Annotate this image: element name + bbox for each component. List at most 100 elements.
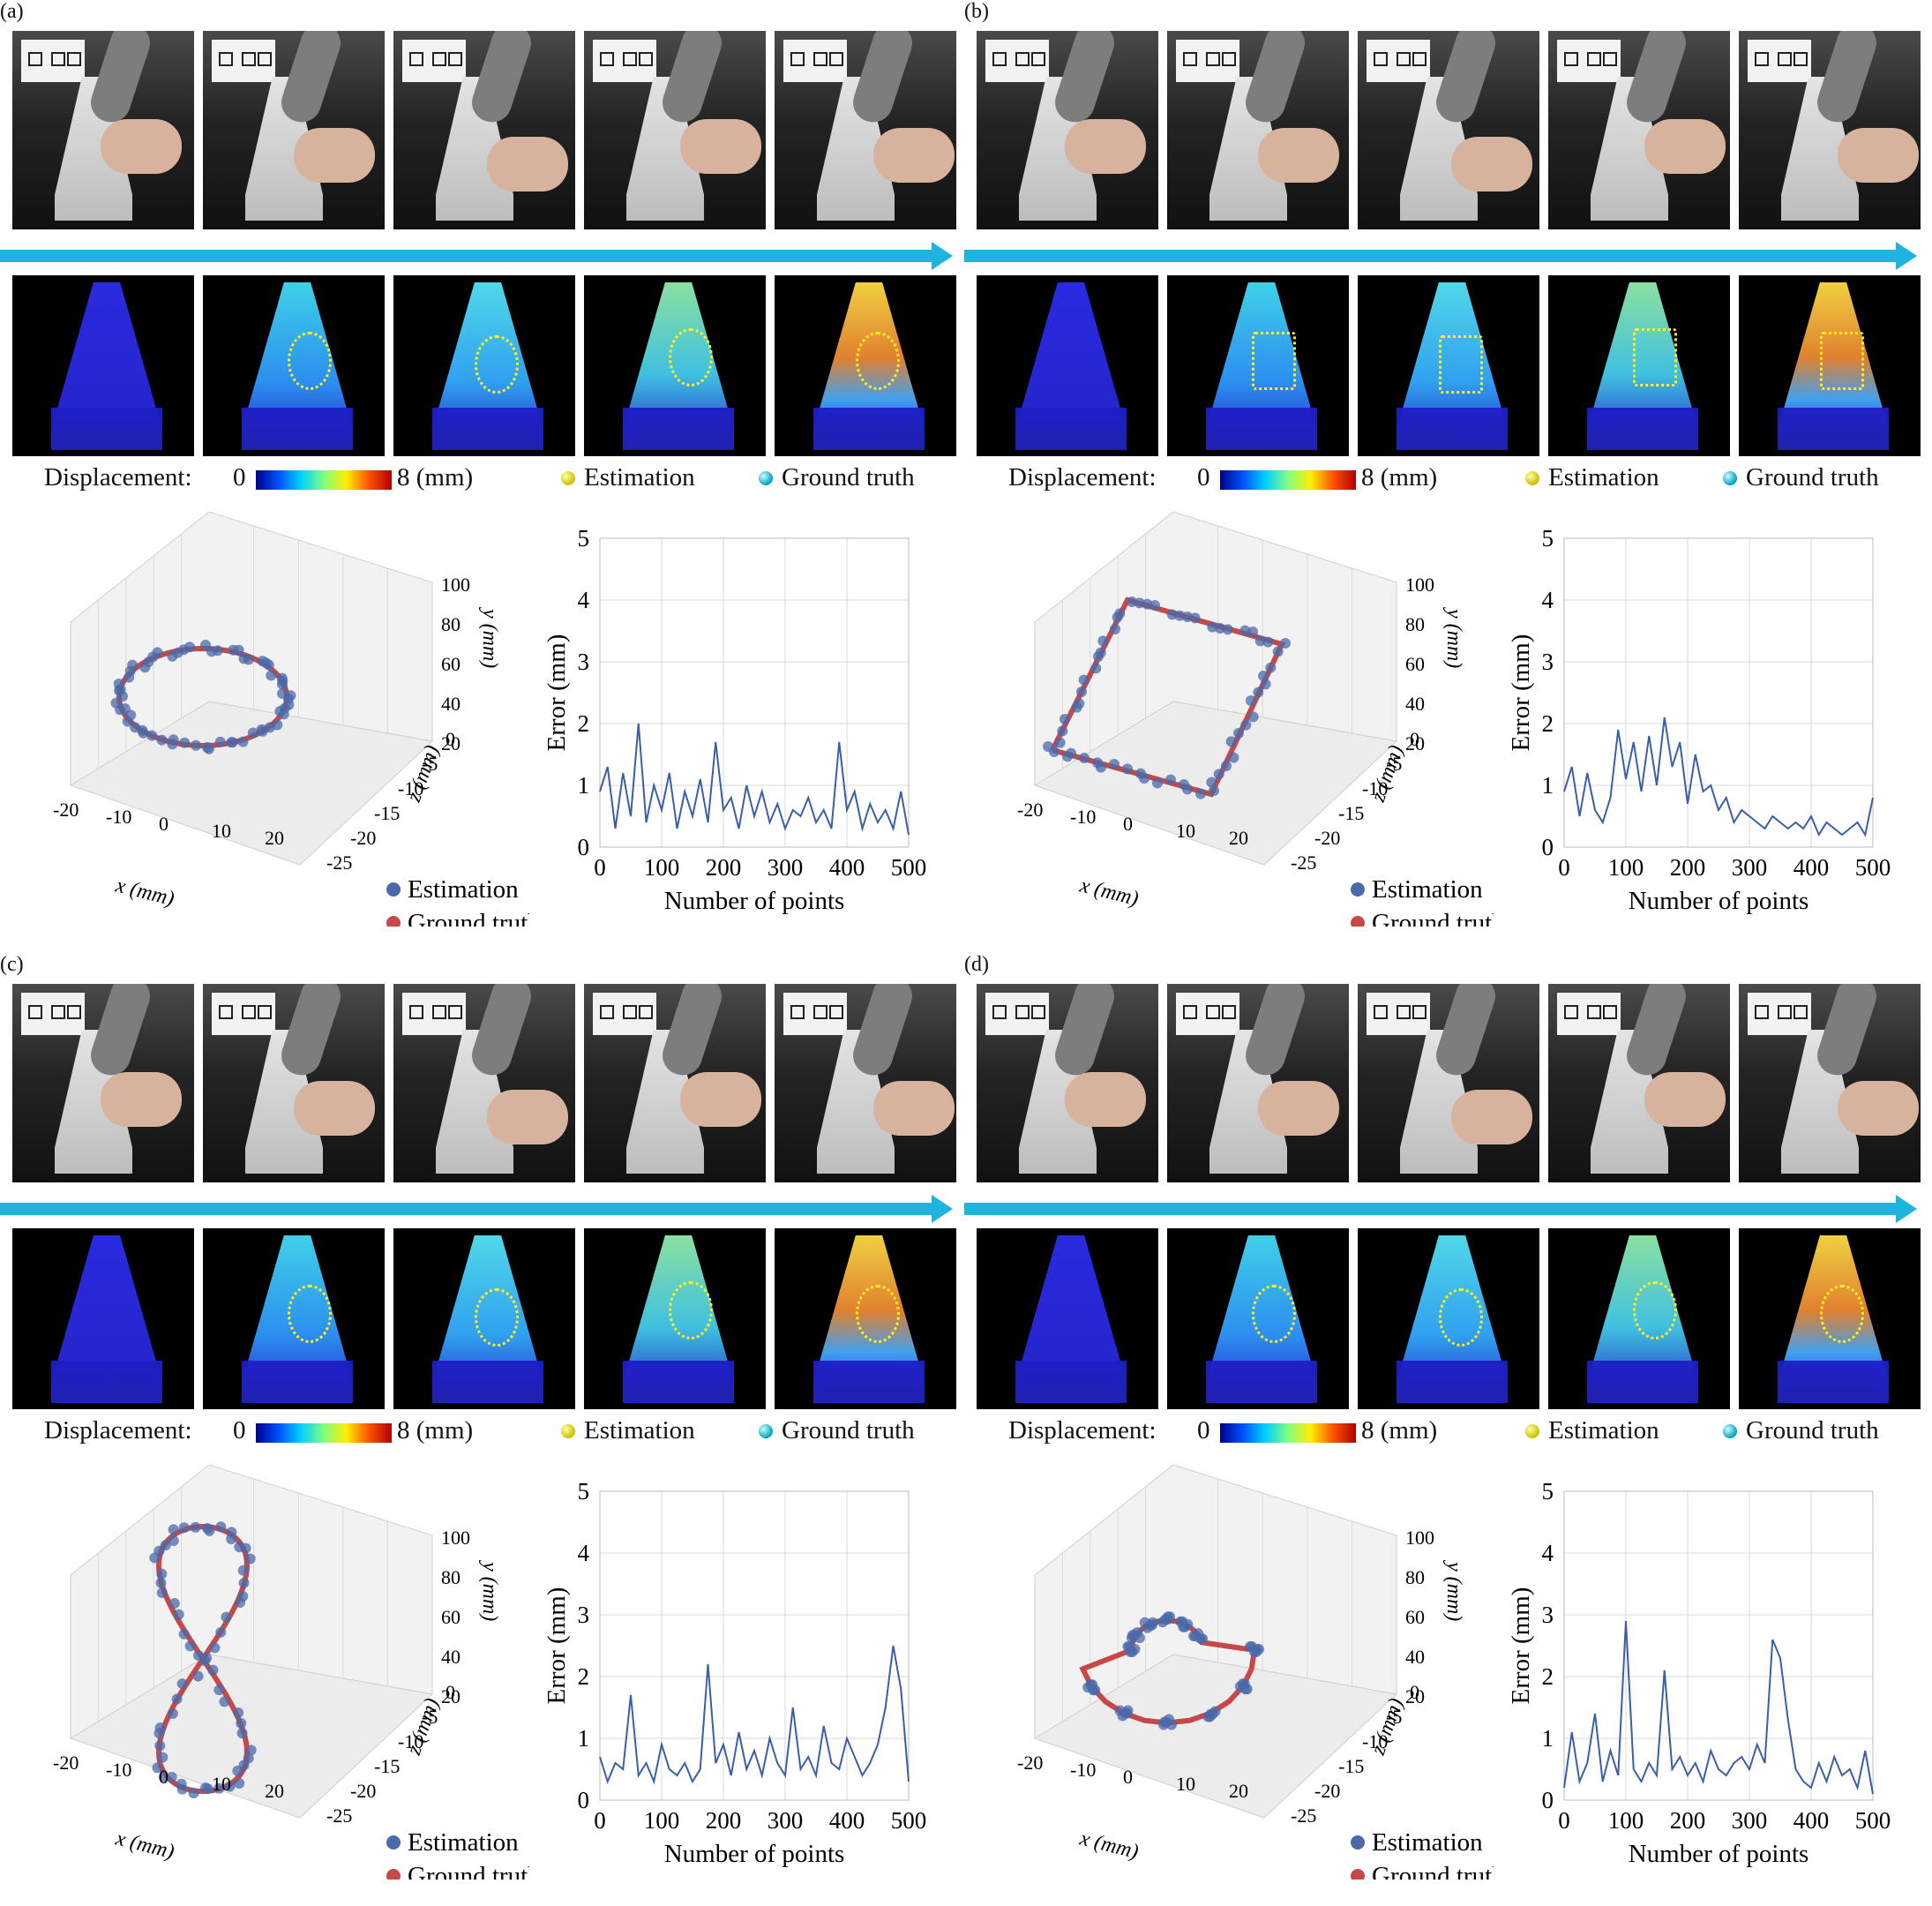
y-tick-label: 40 [1405, 693, 1425, 715]
hand-with-stylus [1451, 1090, 1532, 1144]
z-tick-label: -15 [1338, 802, 1364, 824]
displacement-label: Displacement: [1008, 463, 1157, 492]
x-tick-label: 0 [159, 813, 168, 835]
photo-frame [12, 984, 194, 1182]
estimation-point [1149, 600, 1160, 611]
marker-board [1557, 993, 1621, 1035]
plot-frame [1563, 1490, 1874, 1801]
y-tick-label: 5 [578, 1478, 590, 1505]
estimation-point [1114, 608, 1126, 619]
legend-estimation: Estimation [1548, 463, 1659, 492]
estimation-point [184, 642, 196, 653]
estimation-point [237, 1591, 249, 1602]
marker-board [1367, 40, 1430, 82]
x-tick-label: 500 [891, 854, 927, 881]
x-tick-label: -20 [53, 799, 79, 821]
x-tick-label: 20 [1229, 827, 1248, 849]
y-tick-label: 0 [1542, 1787, 1554, 1813]
x-tick-label: 0 [1558, 854, 1570, 881]
z-tick-label: -15 [1338, 1755, 1364, 1777]
legend-ground-truth: Ground truth [1746, 1416, 1879, 1445]
y-tick-label: 20 [441, 1685, 461, 1707]
marker-board [1748, 993, 1811, 1035]
estimation-point [207, 1664, 219, 1676]
estimation-point [1057, 725, 1068, 737]
ground-truth-legend-icon [1351, 916, 1365, 927]
error-line [1563, 1620, 1874, 1795]
y-axis-title: Error (mm) [543, 634, 571, 752]
x-tick-label: 300 [1732, 854, 1768, 881]
photo-frame [203, 984, 385, 1182]
y-tick-label: 3 [578, 1602, 590, 1628]
displacement-render [1739, 1228, 1921, 1409]
marker-board [402, 993, 466, 1035]
z-tick-label: -10 [398, 1730, 423, 1752]
estimation-point [168, 1535, 179, 1546]
hand-with-stylus [487, 137, 568, 191]
estimation-point [257, 725, 268, 737]
marker-board [985, 993, 1049, 1035]
estimation-point [209, 1642, 221, 1654]
estimation-point [278, 709, 289, 720]
x-tick-label: 100 [1608, 1807, 1644, 1834]
estimation-point [166, 1772, 177, 1783]
x-axis-label: x (mm) [113, 874, 177, 911]
y-tick-label: 60 [441, 1606, 461, 1628]
y-tick-label: 2 [1542, 710, 1554, 737]
y-tick-label: 2 [578, 1663, 590, 1690]
x-tick-label: -20 [53, 1752, 79, 1774]
marker-board [593, 993, 656, 1035]
estimation-point [1152, 777, 1163, 789]
estimation-point [1092, 757, 1103, 769]
hand-with-stylus [1065, 119, 1146, 174]
photo-frame [12, 31, 194, 229]
estimation-point [234, 1542, 245, 1553]
z-tick-label: -15 [374, 802, 400, 824]
contact-trace [475, 335, 519, 394]
estimation-point [1258, 671, 1269, 681]
hand-with-stylus [1838, 128, 1919, 183]
photo-frame [1167, 984, 1349, 1182]
estimation-point [221, 1611, 232, 1623]
estimation-point [192, 1670, 204, 1682]
z-tick-label: -25 [1291, 1805, 1316, 1827]
x-tick-label: 300 [768, 1807, 804, 1834]
estimation-point [1054, 737, 1066, 748]
y-tick-label: 4 [1542, 587, 1554, 613]
colorbar [256, 1423, 392, 1443]
estimation-point [1179, 779, 1189, 790]
colorbar-legend: Displacement: 0 8 (mm) Estimation Ground tru… [1008, 1414, 1891, 1448]
error-line [599, 723, 910, 836]
estimation-point [1251, 1647, 1262, 1657]
estimation-point [1221, 761, 1232, 771]
displacement-label: Displacement: [44, 1416, 192, 1445]
contact-trace [1633, 1281, 1677, 1339]
error-chart: 0 1 2 3 4 5 0 100 200 300 400 500 Number of points Er… [543, 1478, 926, 1868]
ground-truth-legend-icon [386, 916, 401, 927]
y-tick-label: 40 [441, 693, 461, 715]
contact-trace [669, 328, 713, 386]
estimation-point [1225, 736, 1237, 747]
estimation-point [226, 1527, 237, 1538]
panel-label: (a) [0, 0, 24, 23]
estimation-point [179, 737, 191, 748]
contact-trace [288, 332, 332, 390]
estimation-point [1062, 751, 1073, 762]
estimation-point [1262, 636, 1274, 648]
contact-trace [1439, 335, 1483, 394]
error-chart: 0 1 2 3 4 5 0 100 200 300 400 500 Number of points Er… [1507, 525, 1891, 915]
y-tick-label: 3 [578, 649, 590, 675]
sensor-base [1397, 1361, 1508, 1403]
plot-frame [599, 537, 910, 848]
sensor-base [1206, 408, 1317, 450]
hand-with-stylus [101, 119, 182, 174]
y-tick-label: 1 [578, 1725, 590, 1752]
sensor-base [1206, 1361, 1317, 1403]
displacement-render [1548, 275, 1730, 456]
ground-truth-legend-icon [1351, 1869, 1365, 1880]
ground-truth-legend-icon [386, 1869, 401, 1880]
photo-frame [1358, 984, 1539, 1182]
time-arrow [0, 242, 953, 270]
